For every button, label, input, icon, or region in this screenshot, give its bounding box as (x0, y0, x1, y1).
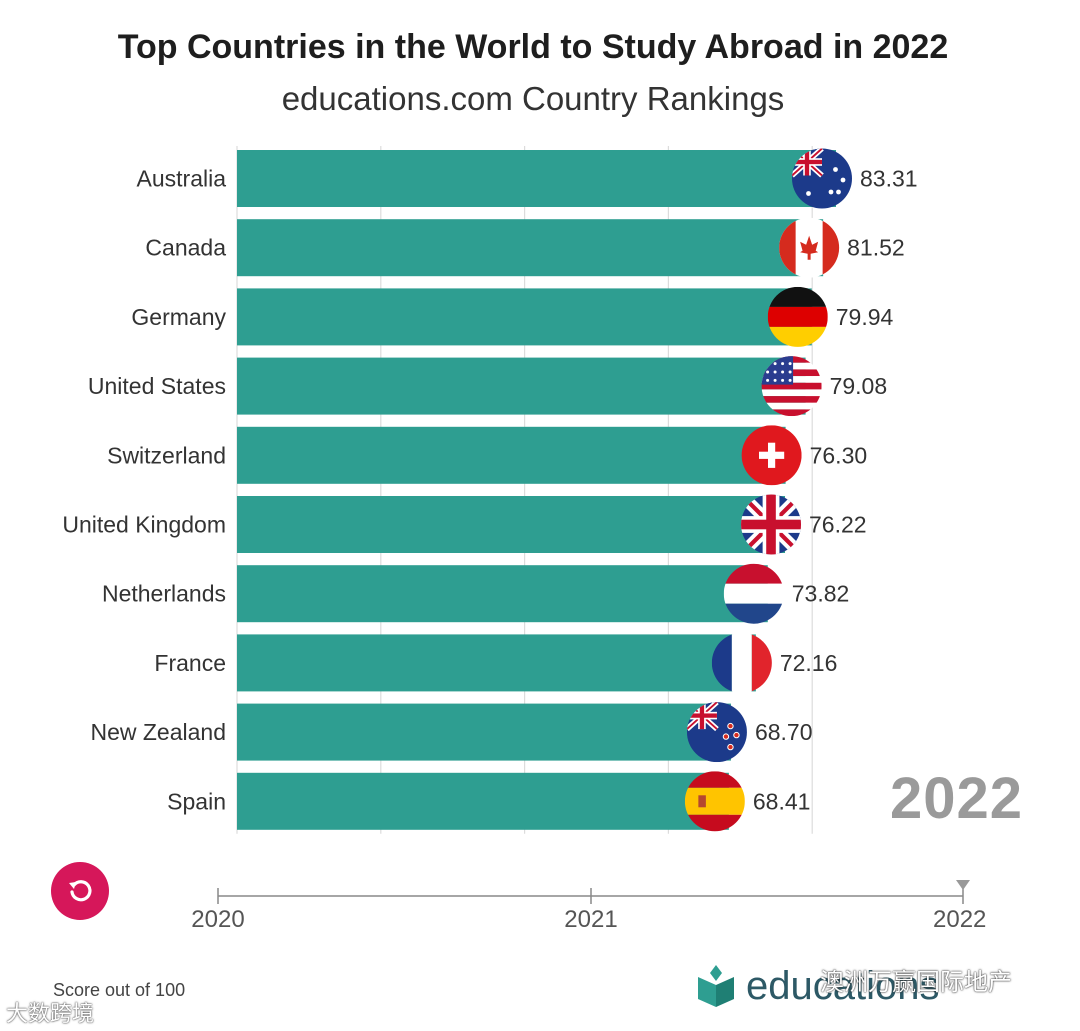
chart-subtitle: educations.com Country Rankings (281, 80, 785, 117)
replay-icon (69, 880, 92, 902)
category-label: France (154, 650, 226, 676)
timeline-tick-2021[interactable]: 2021 (564, 906, 618, 933)
us-flag-icon (761, 356, 822, 417)
netherlands-flag-icon (723, 563, 784, 624)
watermark-left: 大数跨境 (6, 1001, 95, 1026)
axis-note: Score out of 100 (53, 980, 186, 1000)
brand-name: educations (746, 963, 940, 1008)
value-label: 76.30 (810, 442, 868, 468)
germany-flag-icon (767, 286, 828, 347)
category-label: United Kingdom (62, 512, 226, 538)
spain-flag-icon (684, 771, 745, 832)
watermark-right: 澳洲万赢国际地产 (820, 969, 1012, 996)
value-label: 72.16 (780, 650, 838, 676)
bar (237, 219, 824, 277)
uk-flag-icon (741, 494, 802, 555)
replay-button[interactable] (51, 862, 109, 920)
value-label: 76.22 (809, 512, 867, 538)
bar (237, 565, 768, 623)
value-label: 68.41 (753, 788, 811, 814)
value-label: 73.82 (792, 581, 850, 607)
value-label: 79.08 (830, 373, 888, 399)
bar (237, 357, 806, 415)
bar (237, 703, 731, 761)
category-label: United States (88, 373, 226, 399)
book-logo-icon (698, 965, 734, 1007)
category-label: Germany (131, 304, 226, 330)
timeline-tick-2022[interactable]: 2022 (933, 906, 987, 933)
bar (237, 426, 786, 484)
brand-logo: educations (696, 960, 939, 1012)
value-label: 83.31 (860, 166, 918, 192)
timeline-tick-2020[interactable]: 2020 (191, 906, 245, 933)
bar (237, 634, 756, 692)
category-label: New Zealand (90, 719, 226, 745)
bar (237, 150, 836, 207)
category-label: Australia (137, 166, 227, 192)
category-label: Canada (145, 235, 226, 261)
bar (237, 772, 729, 830)
chart-title: Top Countries in the World to Study Abro… (117, 28, 949, 66)
category-label: Netherlands (102, 581, 226, 607)
current-year-label: 2022 (890, 766, 1024, 831)
australia-flag-icon (792, 148, 852, 209)
canada-flag-icon (779, 217, 840, 278)
value-label: 79.94 (836, 304, 894, 330)
bar (237, 288, 812, 346)
bar (237, 496, 786, 553)
category-label: Switzerland (107, 442, 226, 468)
timeline-marker-icon (956, 880, 970, 890)
france-flag-icon (711, 632, 772, 693)
value-label: 68.70 (755, 719, 813, 745)
category-label: Spain (167, 788, 226, 814)
switzerland-flag-icon (741, 425, 802, 486)
value-label: 81.52 (847, 235, 905, 261)
